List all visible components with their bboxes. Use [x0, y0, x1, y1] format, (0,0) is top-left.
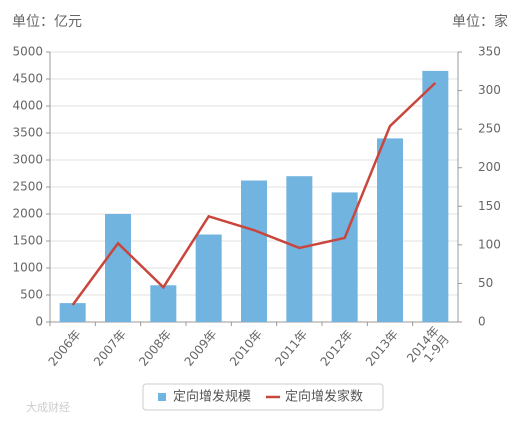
- y-tick-label: 3000: [12, 153, 43, 167]
- y2-tick-label: 300: [478, 83, 501, 97]
- bar: [377, 138, 403, 322]
- legend-label: 定向增发家数: [285, 389, 363, 405]
- x-tick-label: 2013年: [363, 327, 401, 369]
- y-tick-label: 2000: [12, 207, 43, 221]
- y-tick-label: 2500: [12, 180, 43, 194]
- y-tick-label: 4000: [12, 99, 43, 113]
- bar: [241, 180, 267, 322]
- x-tick-label: 2014年1-9月: [404, 323, 452, 373]
- y-tick-label: 0: [35, 315, 43, 329]
- x-tick-label: 2008年: [136, 327, 174, 369]
- bar: [105, 214, 131, 322]
- bar: [331, 192, 358, 322]
- x-tick-label: 2010年: [227, 327, 265, 369]
- x-tick-label: 2007年: [91, 327, 129, 369]
- legend-box: [142, 383, 384, 411]
- y-tick-label: 1500: [12, 234, 43, 248]
- legend-swatch: [158, 393, 166, 401]
- y2-tick-label: 50: [478, 276, 493, 290]
- x-tick-label: 2012年: [318, 327, 356, 369]
- x-tick-label: 2011年: [272, 327, 310, 369]
- watermark: 大成财经: [26, 400, 70, 414]
- right-unit: 单位：家: [452, 13, 508, 30]
- line: [71, 81, 437, 306]
- bar: [59, 303, 86, 322]
- y2-tick-label: 350: [478, 45, 501, 59]
- y2-tick-label: 250: [478, 122, 501, 136]
- bar: [422, 70, 449, 323]
- y2-tick-label: 150: [478, 199, 501, 213]
- y2-tick-label: 0: [478, 315, 486, 329]
- y-tick-label: 500: [20, 288, 43, 302]
- x-tick-label: 2006年: [46, 327, 84, 369]
- y-tick-label: 1000: [12, 261, 43, 275]
- y-tick-label: 3500: [12, 126, 43, 140]
- y-tick-label: 5000: [12, 45, 43, 59]
- y2-tick-label: 200: [478, 160, 501, 174]
- y-tick-label: 4500: [12, 72, 43, 86]
- y2-tick-label: 100: [478, 237, 501, 251]
- bar: [150, 285, 177, 322]
- bar: [195, 234, 222, 322]
- x-tick-label: 2009年: [182, 327, 220, 369]
- legend-label: 定向增发规模: [173, 389, 251, 405]
- left-unit: 单位：亿元: [12, 14, 82, 30]
